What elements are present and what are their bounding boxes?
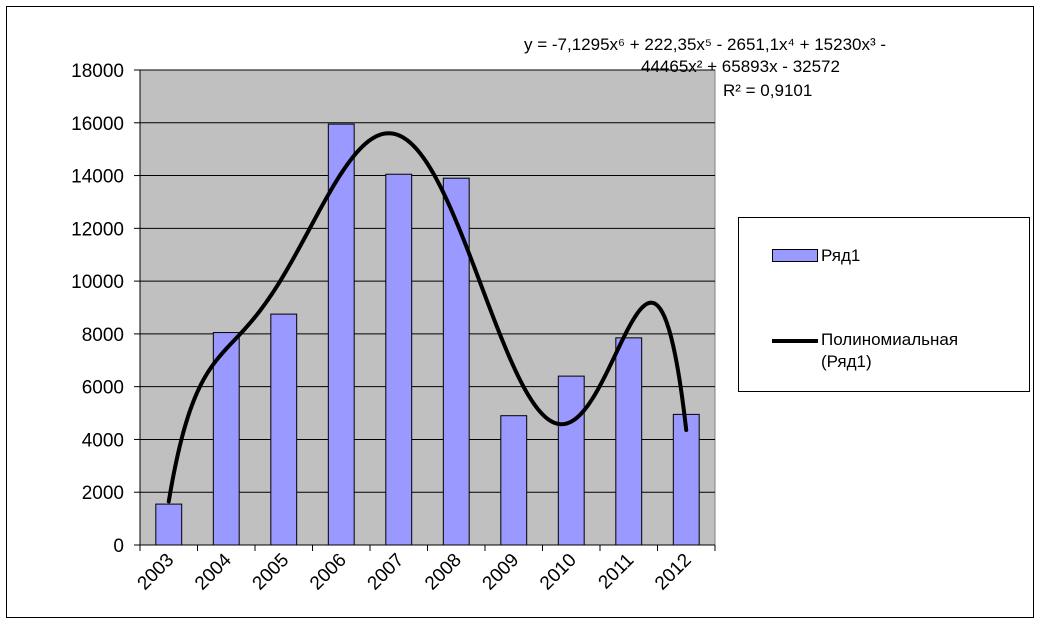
- bar-2011: [615, 337, 643, 546]
- y-tick-label: 4000: [82, 430, 124, 451]
- equation-line-2: 44465x² + 65893x - 32572: [641, 57, 840, 76]
- legend-item-trendline: Полиномиальная (Ряд1): [772, 329, 958, 373]
- y-tick-label: 0: [113, 536, 124, 557]
- legend-bar-swatch: [772, 249, 818, 262]
- y-tick-label: 8000: [82, 325, 124, 346]
- bar-2010: [557, 375, 585, 546]
- y-tick-label: 14000: [71, 167, 124, 188]
- bar-2005: [270, 313, 298, 546]
- x-tick-label: 2006: [306, 550, 351, 595]
- y-tick-label: 6000: [82, 378, 124, 399]
- bar-2007: [385, 173, 413, 546]
- x-tick-label: 2007: [364, 550, 409, 595]
- legend: Ряд1 Полиномиальная (Ряд1): [738, 217, 1030, 392]
- trendline-curve: [166, 131, 689, 504]
- bars: [155, 123, 700, 546]
- y-tick-label: 16000: [71, 114, 124, 135]
- y-axis-tick-labels: 0 2000 4000 6000 8000 10000 12000 14000 16000 180…: [71, 61, 124, 557]
- x-tick-label: 2009: [479, 550, 524, 595]
- legend-line-swatch: [772, 339, 818, 343]
- bar-2003: [155, 503, 183, 546]
- x-tick-label: 2012: [651, 550, 696, 595]
- x-tick-label: 2010: [536, 550, 581, 595]
- x-tick-label: 2003: [134, 550, 179, 595]
- x-tick-label: 2008: [421, 550, 466, 595]
- axes: [134, 69, 716, 551]
- legend-trendline-label-2: (Ряд1): [821, 352, 872, 371]
- r-squared-label: R² = 0,9101: [723, 81, 813, 100]
- legend-item-series: Ряд1: [772, 245, 860, 267]
- x-tick-label: 2011: [595, 550, 639, 594]
- legend-trendline-label-1: Полиномиальная: [821, 330, 959, 349]
- y-tick-label: 18000: [71, 61, 124, 82]
- x-tick-label: 2005: [249, 550, 294, 595]
- equation-line-1: y = -7,1295x⁶ + 222,35x⁵ - 2651,1x⁴ + 15…: [524, 35, 887, 54]
- x-axis-tick-labels: 2003 2004 2005 2006 2007 2008 2009 2010 2011 2012: [134, 549, 696, 594]
- y-tick-label: 10000: [71, 272, 124, 293]
- bar-2006: [327, 123, 355, 546]
- bar-2009: [500, 415, 528, 546]
- bar-2008: [442, 177, 470, 546]
- y-tick-label: 12000: [71, 219, 124, 240]
- x-tick-label: 2004: [191, 549, 236, 594]
- y-tick-label: 2000: [82, 483, 124, 504]
- bar-2012: [672, 413, 700, 546]
- legend-series-label: Ряд1: [821, 246, 861, 265]
- bar-2004: [212, 332, 240, 546]
